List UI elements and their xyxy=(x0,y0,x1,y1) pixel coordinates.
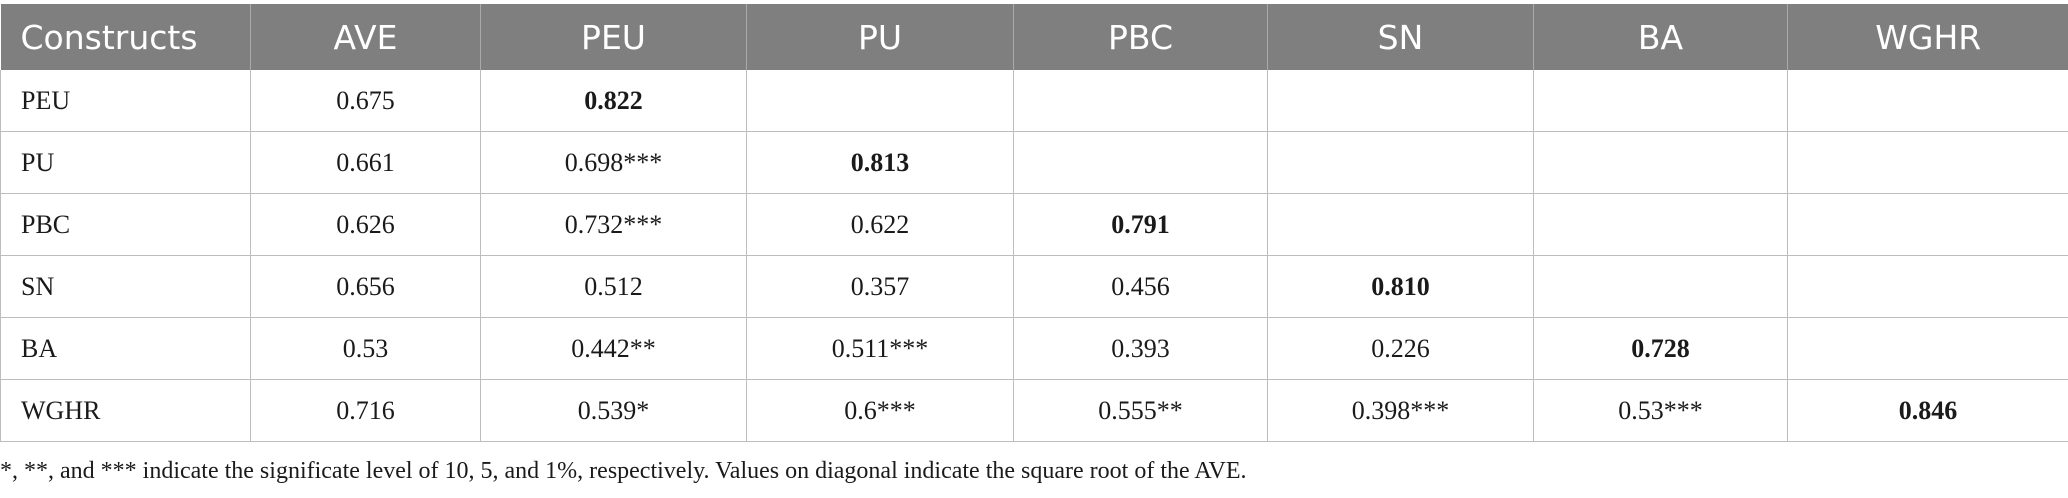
ave-value: 0.716 xyxy=(250,379,481,442)
correlation-value xyxy=(1533,70,1788,132)
row-construct-label: PU xyxy=(0,131,251,194)
correlation-value xyxy=(1013,131,1268,194)
discriminant-validity-table: Constructs AVE PEU PU PBC SN BA WGHR PEU… xyxy=(0,4,2068,442)
correlation-value: 0.698*** xyxy=(480,131,747,194)
row-construct-label: PEU xyxy=(0,70,251,132)
ave-value: 0.661 xyxy=(250,131,481,194)
row-construct-label: PBC xyxy=(0,193,251,256)
ave-value: 0.626 xyxy=(250,193,481,256)
header-ba: BA xyxy=(1533,4,1788,70)
header-ave: AVE xyxy=(250,4,481,70)
correlation-value: 0.6*** xyxy=(746,379,1014,442)
correlation-value xyxy=(1787,131,2068,194)
correlation-value xyxy=(1787,255,2068,318)
ave-value: 0.656 xyxy=(250,255,481,318)
correlation-value: 0.357 xyxy=(746,255,1014,318)
header-peu: PEU xyxy=(480,4,747,70)
correlation-value xyxy=(1267,193,1534,256)
correlation-value: 0.393 xyxy=(1013,317,1268,380)
correlation-value xyxy=(1533,255,1788,318)
table-row: WGHR 0.716 0.539* 0.6*** 0.555** 0.398*** 0.53… xyxy=(0,379,2068,442)
correlation-value: 0.512 xyxy=(480,255,747,318)
correlation-value: 0.398*** xyxy=(1267,379,1534,442)
table-row: PBC 0.626 0.732*** 0.622 0.791 xyxy=(0,193,2068,256)
header-row: Constructs AVE PEU PU PBC SN BA WGHR xyxy=(0,4,2068,70)
correlation-value xyxy=(1787,193,2068,256)
correlation-value: 0.622 xyxy=(746,193,1014,256)
correlation-value xyxy=(1267,131,1534,194)
correlation-value: 0.511*** xyxy=(746,317,1014,380)
correlation-value xyxy=(746,70,1014,132)
correlation-value: 0.732*** xyxy=(480,193,747,256)
table-row: PEU 0.675 0.822 xyxy=(0,70,2068,132)
diagonal-sqrt-ave-value: 0.846 xyxy=(1787,379,2068,442)
diagonal-sqrt-ave-value: 0.728 xyxy=(1533,317,1788,380)
ave-value: 0.53 xyxy=(250,317,481,380)
header-sn: SN xyxy=(1267,4,1534,70)
row-construct-label: BA xyxy=(0,317,251,380)
correlation-value: 0.456 xyxy=(1013,255,1268,318)
row-construct-label: SN xyxy=(0,255,251,318)
correlation-value xyxy=(1533,131,1788,194)
diagonal-sqrt-ave-value: 0.822 xyxy=(480,70,747,132)
correlation-value: 0.53*** xyxy=(1533,379,1788,442)
ave-value: 0.675 xyxy=(250,70,481,132)
header-pu: PU xyxy=(746,4,1014,70)
diagonal-sqrt-ave-value: 0.791 xyxy=(1013,193,1268,256)
header-wghr: WGHR xyxy=(1787,4,2068,70)
header-pbc: PBC xyxy=(1013,4,1268,70)
table-footnote: *, **, and *** indicate the significate … xyxy=(0,458,1247,484)
table-row: BA 0.53 0.442** 0.511*** 0.393 0.226 0.728 xyxy=(0,317,2068,380)
correlation-value: 0.555** xyxy=(1013,379,1268,442)
discriminant-validity-table-container: Constructs AVE PEU PU PBC SN BA WGHR PEU… xyxy=(0,4,2068,442)
correlation-value xyxy=(1787,317,2068,380)
table-body: PEU 0.675 0.822 PU 0.661 0.698*** 0.813 PBC 0.62… xyxy=(0,70,2068,442)
table-row: SN 0.656 0.512 0.357 0.456 0.810 xyxy=(0,255,2068,318)
correlation-value: 0.442** xyxy=(480,317,747,380)
correlation-value: 0.539* xyxy=(480,379,747,442)
diagonal-sqrt-ave-value: 0.813 xyxy=(746,131,1014,194)
correlation-value: 0.226 xyxy=(1267,317,1534,380)
correlation-value xyxy=(1267,70,1534,132)
correlation-value xyxy=(1533,193,1788,256)
correlation-value xyxy=(1013,70,1268,132)
diagonal-sqrt-ave-value: 0.810 xyxy=(1267,255,1534,318)
header-constructs: Constructs xyxy=(0,4,251,70)
correlation-value xyxy=(1787,70,2068,132)
table-row: PU 0.661 0.698*** 0.813 xyxy=(0,131,2068,194)
row-construct-label: WGHR xyxy=(0,379,251,442)
